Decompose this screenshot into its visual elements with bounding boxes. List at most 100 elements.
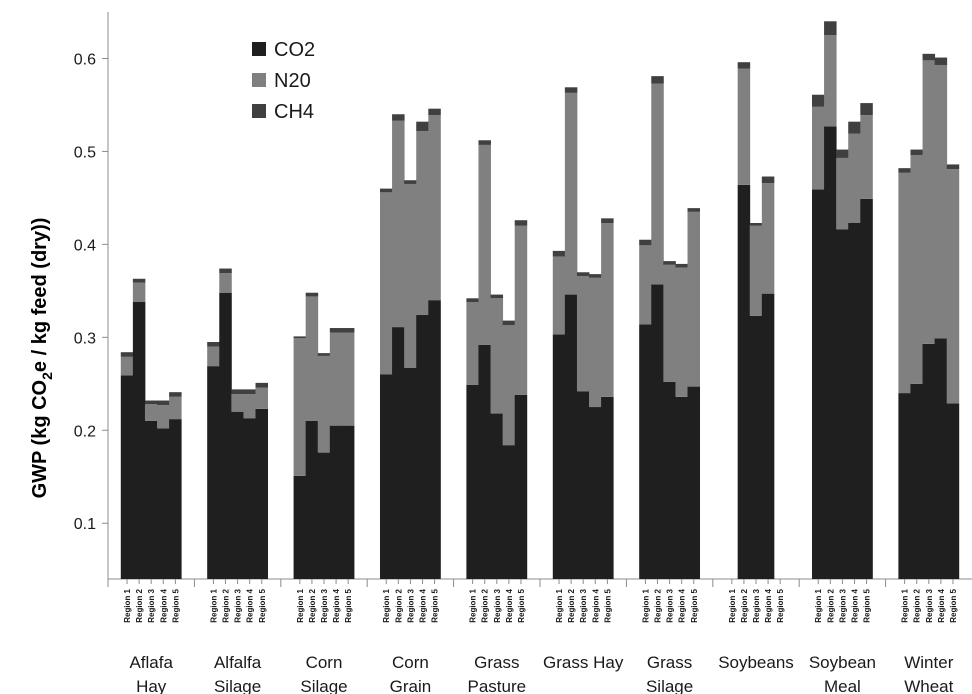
y-tick-label: 0.4 <box>74 237 96 254</box>
bar-segment-n20 <box>416 130 429 316</box>
bar-segment-ch4 <box>651 76 664 84</box>
category-label: Wheat <box>904 677 953 694</box>
region-label: Region 1 <box>901 588 910 622</box>
region-label: Region 4 <box>678 588 687 622</box>
bar-segment-n20 <box>761 183 775 294</box>
region-label: Region 5 <box>603 588 612 622</box>
bar-segment-n20 <box>910 155 923 384</box>
region-label: Region 4 <box>246 588 255 622</box>
category-label: Grass <box>647 653 692 672</box>
bar-segment-co2 <box>934 338 948 579</box>
category-label: Soybean <box>809 653 876 672</box>
category-label: Grain <box>390 677 432 694</box>
bar-segment-n20 <box>737 68 751 185</box>
region-label: Region 1 <box>296 588 305 622</box>
category-label: Silage <box>300 677 347 694</box>
bar-segment-ch4 <box>663 261 676 265</box>
region-label: Region 5 <box>344 588 353 622</box>
bar-segment-n20 <box>824 35 837 127</box>
bar-segment-co2 <box>255 408 269 579</box>
bar-segment-ch4 <box>639 239 652 246</box>
bar-segment-co2 <box>144 420 158 579</box>
region-label: Region 3 <box>493 588 502 622</box>
region-label: Region 4 <box>937 588 946 622</box>
legend-label-n20: N20 <box>274 70 311 92</box>
bar-segment-co2 <box>848 223 861 579</box>
bar-segment-ch4 <box>231 389 244 395</box>
region-label: Region 2 <box>135 588 144 622</box>
category-label: Grass <box>474 653 519 672</box>
region-label: Region 3 <box>320 588 329 622</box>
bar-segment-co2 <box>811 189 825 580</box>
legend-label-co2: CO2 <box>274 39 315 61</box>
bar-segment-n20 <box>243 394 256 419</box>
bar-segment-ch4 <box>934 57 948 65</box>
region-label: Region 4 <box>159 588 168 622</box>
bar-segment-co2 <box>219 292 232 579</box>
region-label: Region 2 <box>394 588 403 622</box>
bar-segment-n20 <box>576 275 590 392</box>
bar-segment-co2 <box>466 384 479 579</box>
bar-segment-n20 <box>428 115 441 301</box>
bar-segment-co2 <box>120 375 134 579</box>
bar-segment-ch4 <box>466 298 479 303</box>
bar-segment-co2 <box>416 315 429 579</box>
bar-segment-ch4 <box>749 223 763 226</box>
bar-segment-n20 <box>207 346 220 367</box>
category-label: Meal <box>824 677 861 694</box>
region-label: Region 2 <box>654 588 663 622</box>
bar-segment-ch4 <box>317 353 331 356</box>
legend-swatch-n20 <box>252 73 266 87</box>
legend: CO2 N20 CH4 <box>252 39 315 123</box>
x-labels-group: Region 1 Region 2 Region 3 Region 4 Region 5… <box>123 588 958 694</box>
bar-segment-ch4 <box>946 164 960 170</box>
bar-segment-ch4 <box>404 180 417 184</box>
y-tick-label: 0.6 <box>74 51 96 68</box>
category-label: Corn <box>392 653 429 672</box>
bar-segment-n20 <box>478 144 491 345</box>
bar-segment-n20 <box>466 302 479 385</box>
bar-segment-ch4 <box>341 328 355 333</box>
bar-segment-ch4 <box>132 278 146 283</box>
y-tick-label: 0.2 <box>74 423 96 440</box>
bar-segment-n20 <box>589 277 602 408</box>
bar-segment-co2 <box>761 293 775 579</box>
region-label: Region 1 <box>814 588 823 622</box>
category-label: Winter <box>904 653 953 672</box>
bar-segment-co2 <box>922 343 936 579</box>
category-label: Pasture <box>468 677 527 694</box>
bar-segment-ch4 <box>490 294 504 299</box>
bar-segment-ch4 <box>157 400 170 406</box>
bar-segment-ch4 <box>860 103 873 116</box>
bar-segment-ch4 <box>243 389 256 395</box>
bar-segment-ch4 <box>144 400 158 405</box>
y-axis-label-part: e / kg feed (dry)) <box>29 218 51 372</box>
bar-segment-co2 <box>317 452 331 579</box>
region-label: Region 4 <box>591 588 600 622</box>
bar-segment-n20 <box>317 355 331 453</box>
bar-segment-n20 <box>675 267 688 397</box>
region-label: Region 1 <box>728 588 737 622</box>
bar-segment-n20 <box>639 245 652 325</box>
bar-segment-n20 <box>169 396 182 420</box>
bar-segment-co2 <box>502 445 516 579</box>
bar-segment-co2 <box>663 381 676 579</box>
category-label: Hay <box>136 677 167 694</box>
region-label: Region 1 <box>641 588 650 622</box>
bar-segment-ch4 <box>502 320 516 326</box>
bar-segment-co2 <box>207 366 220 579</box>
bar-segment-n20 <box>132 282 146 303</box>
bar-segment-ch4 <box>922 53 936 61</box>
bar-segment-n20 <box>305 296 319 421</box>
region-label: Region 5 <box>431 588 440 622</box>
bar-segment-ch4 <box>120 352 134 357</box>
bar-segment-ch4 <box>329 328 343 333</box>
bar-segment-co2 <box>576 391 590 579</box>
bar-segment-ch4 <box>737 62 751 69</box>
bar-segment-ch4 <box>305 292 319 297</box>
region-label: Region 4 <box>764 588 773 622</box>
bar-segment-ch4 <box>687 208 701 212</box>
bar-segment-co2 <box>392 327 405 579</box>
region-label: Region 3 <box>234 588 243 622</box>
